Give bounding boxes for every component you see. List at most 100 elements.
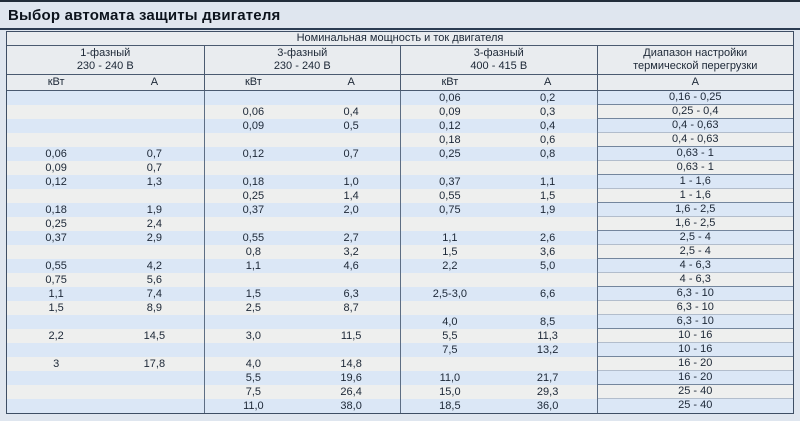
amp-value: 1,5	[539, 190, 556, 202]
table-row: 1,5 8,9 2,5 8,7 6,3 - 10	[7, 301, 793, 315]
kw-value: 11,0	[243, 400, 264, 412]
amp-value	[105, 105, 203, 119]
motor-group-cell	[7, 245, 204, 259]
motor-group-cell	[203, 315, 401, 329]
amp-value: 29,3	[536, 386, 559, 398]
amp-value	[105, 91, 203, 105]
table-units-row: кВт А кВт А кВт А А	[7, 75, 793, 91]
kw-value	[205, 343, 303, 357]
amp-value: 5,0	[539, 260, 556, 272]
motor-group-cell	[400, 273, 597, 287]
amp-value: 0,7	[146, 162, 163, 174]
table-row: 4,0 8,5 6,3 - 10	[7, 315, 793, 329]
motor-group-cell: 1,1 7,4	[7, 287, 204, 301]
kw-value: 5,5	[245, 372, 262, 384]
motor-group-cell: 0,18 1,9	[7, 203, 204, 217]
group-header-line2: 230 - 240 В	[76, 60, 134, 72]
kw-value	[205, 133, 303, 147]
motor-group-cell: 0,06 0,2	[400, 91, 597, 105]
kw-value	[205, 273, 303, 287]
amp-value: 0,7	[146, 148, 163, 160]
kw-value: 18,5	[439, 400, 461, 412]
overload-range-value: 0,16 - 0,25	[597, 91, 793, 105]
overload-range-value: 0,25 - 0,4	[597, 105, 793, 119]
motor-group-cell: 18,5 36,0	[400, 399, 597, 413]
amp-value: 1,4	[343, 190, 359, 202]
overload-range-value: 16 - 20	[597, 357, 793, 371]
kw-value: 0,25	[45, 218, 67, 230]
motor-group-cell	[203, 161, 401, 175]
amp-value: 1,0	[343, 176, 359, 188]
overload-range-cell: 10 - 16	[596, 343, 793, 357]
motor-group-cell: 0,37 2,0	[203, 203, 401, 217]
overload-range-value: 25 - 40	[678, 399, 713, 411]
motor-group-cell: 5,5 11,3	[400, 329, 597, 343]
kw-value: 0,75	[439, 204, 461, 216]
motor-group-cell: 0,06 0,4	[203, 105, 401, 119]
table-row: 0,25 2,4 1,6 - 2,5	[7, 217, 793, 231]
table-row: 0,37 2,9 0,55 2,7 1,1 2,6 2,5 - 4	[7, 231, 793, 245]
motor-group-cell	[203, 91, 401, 105]
motor-group-cell: 0,12 0,4	[400, 119, 597, 133]
motor-group-cell: 0,55 2,7	[203, 231, 401, 245]
motor-group-cell: 0,12 1,3	[7, 175, 204, 189]
overload-range-value: 0,63 - 1	[597, 161, 793, 175]
table-row: 0,18 0,6 0,4 - 0,63	[7, 133, 793, 147]
motor-group-cell: 0,09 0,7	[7, 161, 204, 175]
unit-kw-label: кВт	[441, 76, 459, 88]
amp-value: 0,5	[343, 120, 359, 132]
group-header-line1: 3-фазный	[277, 47, 328, 59]
kw-value: 0,37	[439, 176, 461, 188]
amp-value: 2,4	[146, 218, 163, 230]
overload-range-value: 6,3 - 10	[597, 287, 793, 301]
table-row: 0,06 0,2 0,16 - 0,25	[7, 91, 793, 105]
overload-range-value: 4 - 6,3	[597, 273, 793, 287]
overload-range-cell: 1,6 - 2,5	[596, 203, 793, 217]
group-header-line2: термической перегрузки	[633, 60, 758, 72]
kw-value: 0,75	[45, 274, 67, 286]
motor-group-cell	[203, 343, 401, 357]
motor-group-cell: 0,25 2,4	[7, 217, 204, 231]
table-main-header: Номинальная мощность и ток двигателя	[7, 32, 793, 46]
motor-group-cell: 1,1 4,6	[203, 259, 401, 273]
unit-amp-label: А	[691, 76, 699, 88]
kw-value: 0,12	[242, 148, 265, 160]
kw-value	[205, 161, 303, 175]
motor-group-cell: 3 17,8	[7, 357, 204, 371]
kw-value: 0,12	[45, 176, 67, 188]
motor-group-cell: 0,18 0,6	[400, 133, 597, 147]
amp-value: 8,9	[146, 302, 163, 314]
motor-group-cell: 4,0 8,5	[400, 315, 597, 329]
overload-range-cell: 0,25 - 0,4	[596, 105, 793, 119]
kw-value: 0,09	[439, 106, 461, 118]
motor-group-cell: 0,37 2,9	[7, 231, 204, 245]
kw-value: 0,25	[439, 148, 461, 160]
amp-value: 0,4	[539, 120, 556, 132]
page-title: Выбор автомата защиты двигателя	[8, 7, 281, 24]
amp-value: 26,4	[340, 386, 362, 398]
motor-group-cell: 0,37 1,1	[400, 175, 597, 189]
amp-value: 2,9	[146, 232, 163, 244]
amp-value: 1,9	[146, 204, 163, 216]
kw-value	[7, 315, 105, 329]
table-row: 3 17,8 4,0 14,8 16 - 20	[7, 357, 793, 371]
amp-value: 1,9	[539, 204, 556, 216]
kw-value	[401, 161, 499, 175]
kw-value	[205, 315, 303, 329]
table-row: 11,0 38,0 18,5 36,0 25 - 40	[7, 399, 793, 413]
amp-value	[302, 161, 400, 175]
overload-range-cell: 4 - 6,3	[596, 273, 793, 287]
kw-value	[7, 133, 105, 147]
overload-range-value: 16 - 20	[597, 371, 793, 385]
motor-group-cell	[7, 315, 204, 329]
group-header-line1: Диапазон настройки	[643, 47, 748, 59]
amp-value	[302, 343, 400, 357]
amp-value: 6,6	[539, 288, 556, 300]
group-header-line1: 1-фазный	[80, 47, 131, 59]
kw-value: 0,06	[45, 148, 67, 160]
amp-value	[499, 357, 597, 371]
units-group-2: кВт А	[203, 75, 401, 90]
amp-value: 19,6	[340, 372, 362, 384]
amp-value: 8,5	[539, 316, 556, 328]
table-group-header-row: 1-фазный 230 - 240 В 3-фазный 230 - 240 …	[7, 46, 793, 75]
